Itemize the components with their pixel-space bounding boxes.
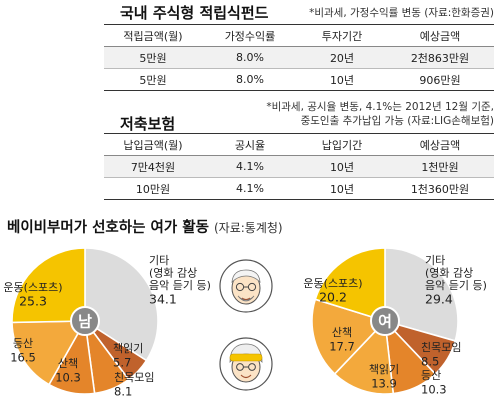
insurance-header-cell: 예상금액 <box>386 133 494 156</box>
table-cell: 5만원 <box>104 46 202 69</box>
insurance-header-cell: 납입금액(월) <box>104 133 202 156</box>
gender-badge-label: 남 <box>78 313 92 331</box>
table-cell: 2천863만원 <box>386 46 494 69</box>
elderly-couple-illustration <box>219 259 273 391</box>
pie-slice <box>333 319 395 395</box>
slice-label: 운동(스포츠) <box>3 281 62 294</box>
insurance-table: 납입금액(월) 공시율 납입기간 예상금액 7만4천원 4.1% 10년 1천만… <box>104 133 494 200</box>
slice-label: 기타 (영화 감상 음악 듣기 등) <box>425 254 487 292</box>
gender-badge <box>370 306 400 336</box>
slice-label: 기타 (영화 감상 음악 듣기 등) <box>149 254 211 292</box>
elderly-man-icon <box>219 259 273 313</box>
table-cell: 7만4천원 <box>104 155 202 178</box>
table-cell: 10년 <box>298 68 386 91</box>
table-cell: 8.0% <box>202 46 298 69</box>
slice-value: 17.7 <box>329 340 355 354</box>
fund-header-row: 적립금액(월) 가정수익률 투자기간 예상금액 <box>104 24 494 47</box>
slice-label: 산책 <box>58 357 78 370</box>
insurance-note-line2: 중도인출 추가납입 가능 (자료:LIG손해보험) <box>300 115 494 127</box>
slice-label: 등산 <box>421 369 441 382</box>
pie-slice <box>384 247 459 342</box>
fund-table: 적립금액(월) 가정수익률 투자기간 예상금액 5만원 8.0% 20년 2천8… <box>104 24 494 91</box>
pie-slice <box>314 247 386 323</box>
elderly-woman-icon <box>219 337 273 391</box>
table-cell: 8.0% <box>202 68 298 91</box>
slice-value: 8.5 <box>421 355 439 369</box>
table-row: 7만4천원 4.1% 10년 1천만원 <box>104 155 494 178</box>
slice-label: 산책 <box>332 326 352 339</box>
insurance-header-cell: 납입기간 <box>298 133 386 156</box>
table-cell: 10년 <box>298 155 386 178</box>
slice-value: 25.3 <box>19 294 47 309</box>
activities-title-text: 베이비부머가 선호하는 여가 활동 <box>7 220 209 236</box>
gender-badge <box>70 306 100 336</box>
pie-slice <box>11 247 86 324</box>
slice-value: 10.3 <box>55 371 81 385</box>
table-row: 5만원 8.0% 10년 906만원 <box>104 68 494 91</box>
slice-value: 10.3 <box>421 383 447 397</box>
table-cell: 20년 <box>298 46 386 69</box>
slice-label: 친목모임 <box>421 341 461 354</box>
pie-slice <box>11 320 87 386</box>
fund-header-cell: 적립금액(월) <box>104 24 202 47</box>
insurance-header-row: 납입금액(월) 공시율 납입기간 예상금액 <box>104 133 494 156</box>
table-cell: 4.1% <box>202 177 298 200</box>
slice-label: 등산 <box>13 337 33 350</box>
table-cell: 5만원 <box>104 68 202 91</box>
insurance-header-cell: 공시율 <box>202 133 298 156</box>
leisure-pie-charts: 남기타 (영화 감상 음악 듣기 등)34.1책읽기5.7친목모임8.1산책10.3… <box>3 247 487 399</box>
slice-value: 16.5 <box>10 351 36 365</box>
slice-label: 친목모임 <box>114 371 154 384</box>
slice-value: 5.7 <box>113 356 131 370</box>
insurance-note-line1: *비과세, 공시율 변동, 4.1%는 2012년 12월 기준, <box>266 101 494 113</box>
slice-label: 운동(스포츠) <box>303 277 362 290</box>
activities-source: (자료:통계청) <box>213 221 283 235</box>
table-row: 5만원 8.0% 20년 2천863만원 <box>104 46 494 69</box>
fund-note: *비과세, 가정수익률 변동 (자료:한화증권) <box>309 7 494 19</box>
table-cell: 10만원 <box>104 177 202 200</box>
pie-slice <box>311 298 387 376</box>
fund-header-cell: 가정수익률 <box>202 24 298 47</box>
slice-label: 책읽기 <box>369 363 399 376</box>
gender-badge-label: 여 <box>378 313 392 331</box>
slice-label: 책읽기 <box>113 342 143 355</box>
fund-header-cell: 투자기간 <box>298 24 386 47</box>
slice-value: 34.1 <box>149 292 177 307</box>
slice-value: 29.4 <box>425 292 453 307</box>
fund-title: 국내 주식형 적립식펀드 <box>120 4 269 22</box>
table-row: 10만원 4.1% 10년 1천360만원 <box>104 177 494 200</box>
slice-value: 13.9 <box>371 377 397 391</box>
table-cell: 1천만원 <box>386 155 494 178</box>
table-cell: 4.1% <box>202 155 298 178</box>
insurance-title: 저축보험 <box>120 115 176 133</box>
table-cell: 1천360만원 <box>386 177 494 200</box>
slice-value: 8.1 <box>114 385 132 399</box>
activities-title: 베이비부머가 선호하는 여가 활동 (자료:통계청) <box>7 216 283 237</box>
table-cell: 10년 <box>298 177 386 200</box>
fund-header-cell: 예상금액 <box>386 24 494 47</box>
table-cell: 906만원 <box>386 68 494 91</box>
slice-value: 20.2 <box>319 290 347 305</box>
